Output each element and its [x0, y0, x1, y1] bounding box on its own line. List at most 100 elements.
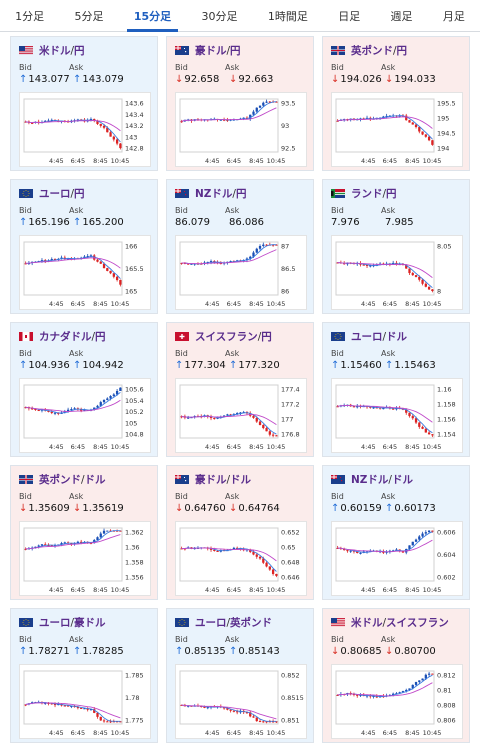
price-chart[interactable]: 8.05 8 4:45 6:45 8:45 10:45: [331, 235, 463, 310]
ask-value-group: ↑ 0.60173: [385, 502, 436, 515]
tab-1hour[interactable]: 1時間足: [267, 9, 308, 23]
candle-body: [271, 434, 275, 436]
currency-card[interactable]: 英ポンド/ドル Bid Ask ↓ 1.35609 ↓ 1.35619 1.36…: [10, 465, 158, 600]
tab-5min[interactable]: 5分足: [74, 9, 104, 23]
price-chart[interactable]: 1.16 1.158 1.156 1.154 4:45 6:45 8:45 10:45: [331, 378, 463, 453]
pair-header[interactable]: 豪ドル/ドル: [175, 471, 307, 487]
x-tick-label: 4:45: [49, 443, 64, 451]
pair-name[interactable]: NZドル/ドル: [351, 472, 413, 487]
price-chart[interactable]: 93.5 93 92.5 4:45 6:45 8:45 10:45: [175, 92, 307, 167]
candle-body: [102, 263, 106, 269]
candle-body: [106, 530, 109, 532]
currency-card[interactable]: ランド/円 Bid Ask 7.976 7.985 8.05 8 4:45 6:45 8…: [322, 179, 470, 314]
candle-body: [93, 407, 96, 410]
chart-frame: [179, 98, 279, 153]
pair-header[interactable]: 英ポンド/円: [331, 42, 463, 58]
pair-header[interactable]: ユーロ/円: [19, 185, 151, 201]
tab-daily[interactable]: 日足: [338, 9, 361, 23]
pair-name[interactable]: ユーロ/英ポンド: [195, 615, 272, 630]
pair-header[interactable]: カナダドル/円: [19, 328, 151, 344]
pair-name[interactable]: ユーロ/円: [39, 186, 85, 201]
tab-1min[interactable]: 1分足: [15, 9, 45, 23]
pair-header[interactable]: 英ポンド/ドル: [19, 471, 151, 487]
tab-15min[interactable]: 15分足: [119, 0, 187, 32]
x-tick-label: 4:45: [205, 300, 220, 308]
pair-separator: /: [257, 330, 262, 343]
pair-header[interactable]: スイスフラン/円: [175, 328, 307, 344]
candle-body: [47, 702, 50, 704]
x-tick-label: 6:45: [71, 300, 86, 308]
candle-body: [93, 709, 96, 713]
candle-body: [418, 127, 421, 132]
price-chart[interactable]: 195.5 195 194.5 194 4:45 6:45 8:45 10:45: [331, 92, 463, 167]
x-tick-label: 10:45: [423, 729, 442, 737]
currency-card[interactable]: スイスフラン/円 Bid Ask ↑ 177.304 ↑ 177.320 177…: [166, 322, 314, 457]
x-tick-label: 8:45: [249, 729, 264, 737]
pair-name[interactable]: カナダドル/円: [39, 329, 106, 344]
pair-name[interactable]: ユーロ/豪ドル: [39, 615, 106, 630]
currency-card[interactable]: ユーロ/ドル Bid Ask ↑ 1.15460 ↑ 1.15463 1.16 1…: [322, 322, 470, 457]
pair-name[interactable]: 豪ドル/ドル: [195, 472, 251, 487]
candle-body: [418, 422, 421, 427]
pair-name[interactable]: 豪ドル/円: [195, 43, 241, 58]
pair-header[interactable]: NZドル/ドル: [331, 471, 463, 487]
chart-svg: 0.812 0.81 0.808 0.806 4:45 6:45 8:45 10:45: [335, 670, 456, 737]
tab-30min[interactable]: 30分足: [201, 9, 238, 23]
currency-card[interactable]: NZドル/円 Bid Ask 86.079 86.086 87 86.5 86 4:4…: [166, 179, 314, 314]
x-tick-label: 4:45: [361, 300, 376, 308]
candle-body: [249, 549, 252, 552]
price-chart[interactable]: 177.4 177.2 177 176.8 4:45 6:45 8:45 10:45: [175, 378, 307, 453]
pair-header[interactable]: 米ドル/円: [19, 42, 151, 58]
price-chart[interactable]: 1.362 1.36 1.358 1.356 4:45 6:45 8:45 10:45: [19, 521, 151, 596]
tab-monthly[interactable]: 月足: [442, 9, 465, 23]
tab-weekly[interactable]: 週足: [390, 9, 413, 23]
currency-card[interactable]: 豪ドル/円 Bid Ask ↓ 92.658 ↓ 92.663 93.5 93 92…: [166, 36, 314, 171]
pair-name[interactable]: ランド/円: [351, 186, 397, 201]
eu-flag-icon: [19, 188, 33, 198]
pair-header[interactable]: ユーロ/英ポンド: [175, 614, 307, 630]
pair-header[interactable]: ランド/円: [331, 185, 463, 201]
pair-name[interactable]: NZドル/円: [195, 186, 246, 201]
pair-header[interactable]: 米ドル/スイスフラン: [331, 614, 463, 630]
currency-card[interactable]: カナダドル/円 Bid Ask ↑ 104.936 ↑ 104.942 105.…: [10, 322, 158, 457]
currency-grid: 米ドル/円 Bid Ask ↑ 143.077 ↑ 143.079 143.6 1…: [10, 36, 470, 743]
pair-header[interactable]: ユーロ/豪ドル: [19, 614, 151, 630]
candle-body: [209, 261, 213, 263]
pair-header[interactable]: NZドル/円: [175, 185, 307, 201]
candle-body: [83, 708, 86, 710]
currency-card[interactable]: ユーロ/円 Bid Ask ↑ 165.196 ↑ 165.200 166 165…: [10, 179, 158, 314]
currency-card[interactable]: 英ポンド/円 Bid Ask ↓ 194.026 ↓ 194.033 195.5…: [322, 36, 470, 171]
pair-name[interactable]: ユーロ/ドル: [351, 329, 407, 344]
candle-body: [431, 673, 434, 675]
pair-name[interactable]: 米ドル/円: [39, 43, 85, 58]
price-chart[interactable]: 143.6 143.4 143.2 143 142.8 4:45 6:45 8:45 10:45: [19, 92, 151, 167]
currency-card[interactable]: 米ドル/スイスフラン Bid Ask ↓ 0.80685 ↓ 0.80700 0…: [322, 608, 470, 743]
currency-card[interactable]: NZドル/ドル Bid Ask ↑ 0.60159 ↑ 0.60173 0.60…: [322, 465, 470, 600]
ask-label: Ask: [69, 206, 84, 215]
price-chart[interactable]: 105.6 105.4 105.2 105 104.8 4:45 6:45 8:45 10:45: [19, 378, 151, 453]
pair-name[interactable]: スイスフラン/円: [195, 329, 272, 344]
price-chart[interactable]: 0.652 0.65 0.648 0.646 4:45 6:45 8:45 10:45: [175, 521, 307, 596]
pair-name[interactable]: 米ドル/スイスフラン: [351, 615, 449, 630]
bid-value-group: ↑ 1.78271: [19, 645, 70, 658]
candle-body: [66, 705, 70, 707]
price-chart[interactable]: 0.606 0.604 0.602 4:45 6:45 8:45 10:45: [331, 521, 463, 596]
pair-header[interactable]: 豪ドル/円: [175, 42, 307, 58]
pair-name[interactable]: 英ポンド/円: [351, 43, 407, 58]
price-chart[interactable]: 166 165.5 165 4:45 6:45 8:45 10:45: [19, 235, 151, 310]
x-tick-label: 6:45: [383, 586, 398, 594]
candle-body: [249, 712, 252, 717]
currency-card[interactable]: ユーロ/豪ドル Bid Ask ↑ 1.78271 ↑ 1.78285 1.78…: [10, 608, 158, 743]
bid-value: 177.304: [184, 360, 226, 371]
candle-body: [76, 707, 80, 709]
candle-body: [96, 120, 99, 124]
price-chart[interactable]: 87 86.5 86 4:45 6:45 8:45 10:45: [175, 235, 307, 310]
currency-card[interactable]: 豪ドル/ドル Bid Ask ↓ 0.64760 ↓ 0.64764 0.652…: [166, 465, 314, 600]
price-chart[interactable]: 1.785 1.78 1.775 4:45 6:45 8:45 10:45: [19, 664, 151, 739]
currency-card[interactable]: ユーロ/英ポンド Bid Ask ↑ 0.85135 ↑ 0.85143 0.8…: [166, 608, 314, 743]
currency-card[interactable]: 米ドル/円 Bid Ask ↑ 143.077 ↑ 143.079 143.6 1…: [10, 36, 158, 171]
x-tick-label: 10:45: [267, 157, 286, 165]
bid-value: 0.85135: [184, 646, 226, 657]
pair-header[interactable]: ユーロ/ドル: [331, 328, 463, 344]
pair-name[interactable]: 英ポンド/ドル: [39, 472, 106, 487]
